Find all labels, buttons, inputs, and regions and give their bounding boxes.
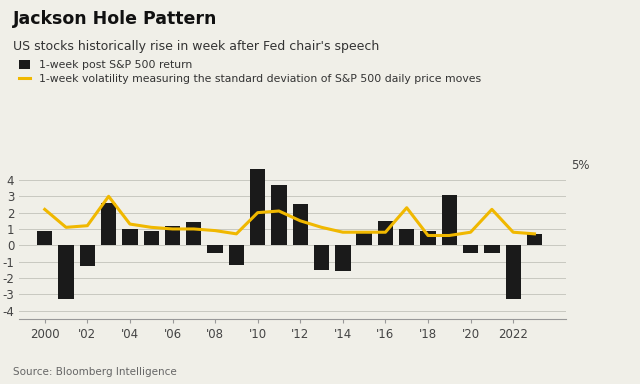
Bar [58, 245, 74, 299]
Text: US stocks historically rise in week after Fed chair's speech: US stocks historically rise in week afte… [13, 40, 379, 53]
Bar [250, 169, 266, 245]
Bar [79, 245, 95, 266]
Bar [292, 204, 308, 245]
Bar [122, 229, 138, 245]
Bar [399, 229, 414, 245]
Bar [420, 230, 436, 245]
Bar [143, 230, 159, 245]
Bar [186, 222, 202, 245]
Bar [335, 245, 351, 271]
Bar [506, 245, 521, 299]
Bar [314, 245, 329, 270]
Bar [463, 245, 478, 253]
Bar [101, 203, 116, 245]
Text: Source: Bloomberg Intelligence: Source: Bloomberg Intelligence [13, 367, 177, 377]
Bar [228, 245, 244, 265]
Bar [356, 232, 372, 245]
Bar [207, 245, 223, 253]
Legend: 1-week post S&P 500 return, 1-week volatility measuring the standard deviation o: 1-week post S&P 500 return, 1-week volat… [19, 60, 481, 84]
Bar [484, 245, 500, 253]
Text: Jackson Hole Pattern: Jackson Hole Pattern [13, 10, 217, 28]
Bar [527, 234, 542, 245]
Bar [378, 221, 393, 245]
Bar [37, 230, 52, 245]
Bar [442, 195, 457, 245]
Bar [165, 226, 180, 245]
Bar [271, 185, 287, 245]
